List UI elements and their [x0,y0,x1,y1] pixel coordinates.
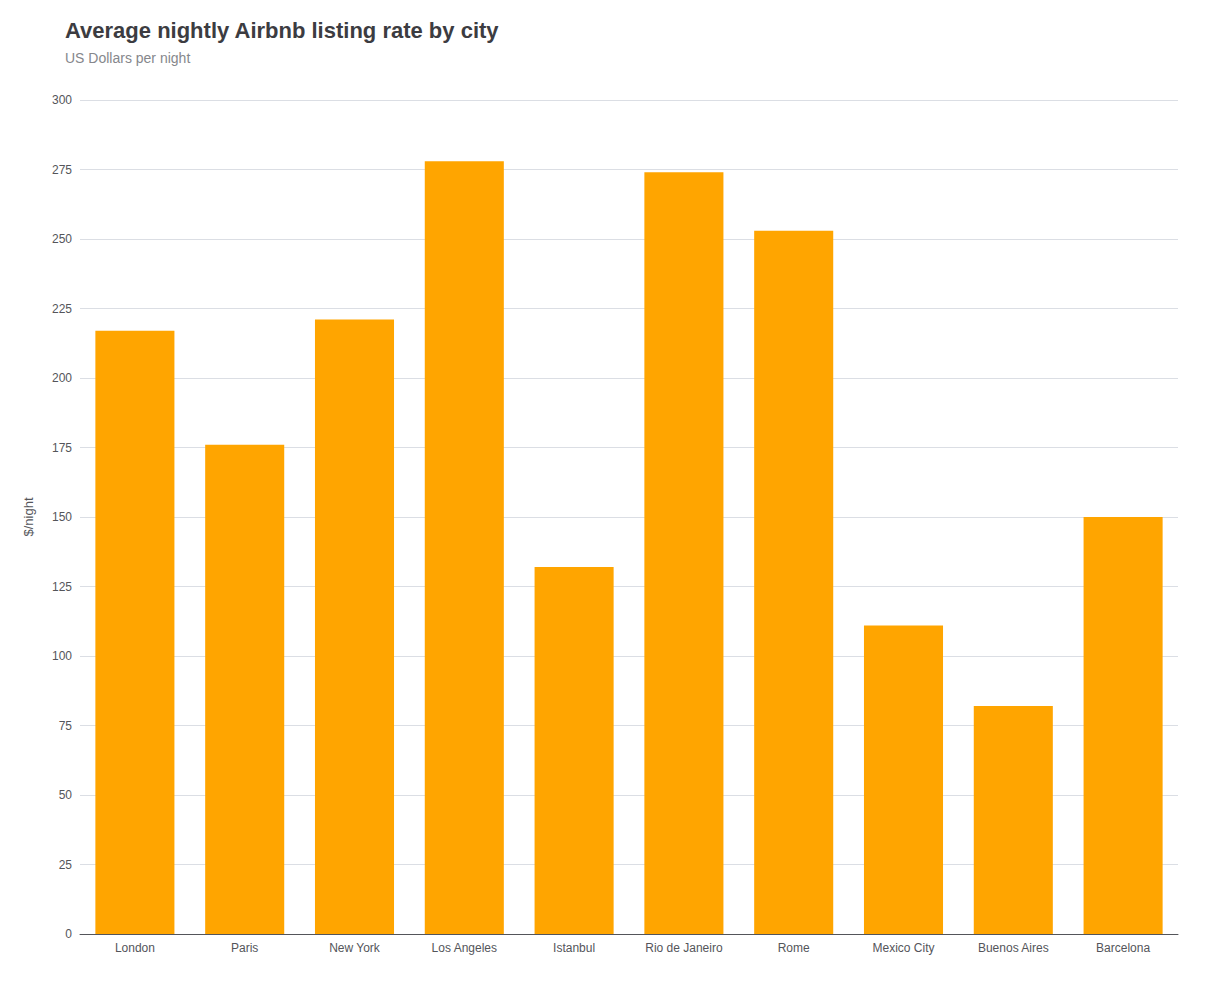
svg-text:Average nightly Airbnb listing: Average nightly Airbnb listing rate by c… [65,18,499,43]
svg-text:US Dollars per night: US Dollars per night [65,50,190,66]
svg-text:250: 250 [52,232,72,246]
svg-text:Barcelona: Barcelona [1096,941,1150,955]
svg-text:50: 50 [59,788,73,802]
svg-text:150: 150 [52,510,72,524]
svg-text:225: 225 [52,302,72,316]
svg-text:275: 275 [52,163,72,177]
svg-text:Rio de Janeiro: Rio de Janeiro [645,941,723,955]
svg-text:200: 200 [52,371,72,385]
svg-text:Mexico City: Mexico City [872,941,934,955]
svg-text:Paris: Paris [231,941,258,955]
svg-text:175: 175 [52,441,72,455]
svg-text:0: 0 [65,927,72,941]
svg-text:75: 75 [59,719,73,733]
svg-text:100: 100 [52,649,72,663]
svg-text:Rome: Rome [778,941,810,955]
svg-text:$/night: $/night [21,497,36,536]
svg-text:Buenos Aires: Buenos Aires [978,941,1049,955]
svg-text:Los Angeles: Los Angeles [432,941,497,955]
svg-text:300: 300 [52,93,72,107]
svg-text:125: 125 [52,580,72,594]
svg-text:London: London [115,941,155,955]
svg-text:New York: New York [329,941,381,955]
svg-text:25: 25 [59,858,73,872]
svg-text:Istanbul: Istanbul [553,941,595,955]
